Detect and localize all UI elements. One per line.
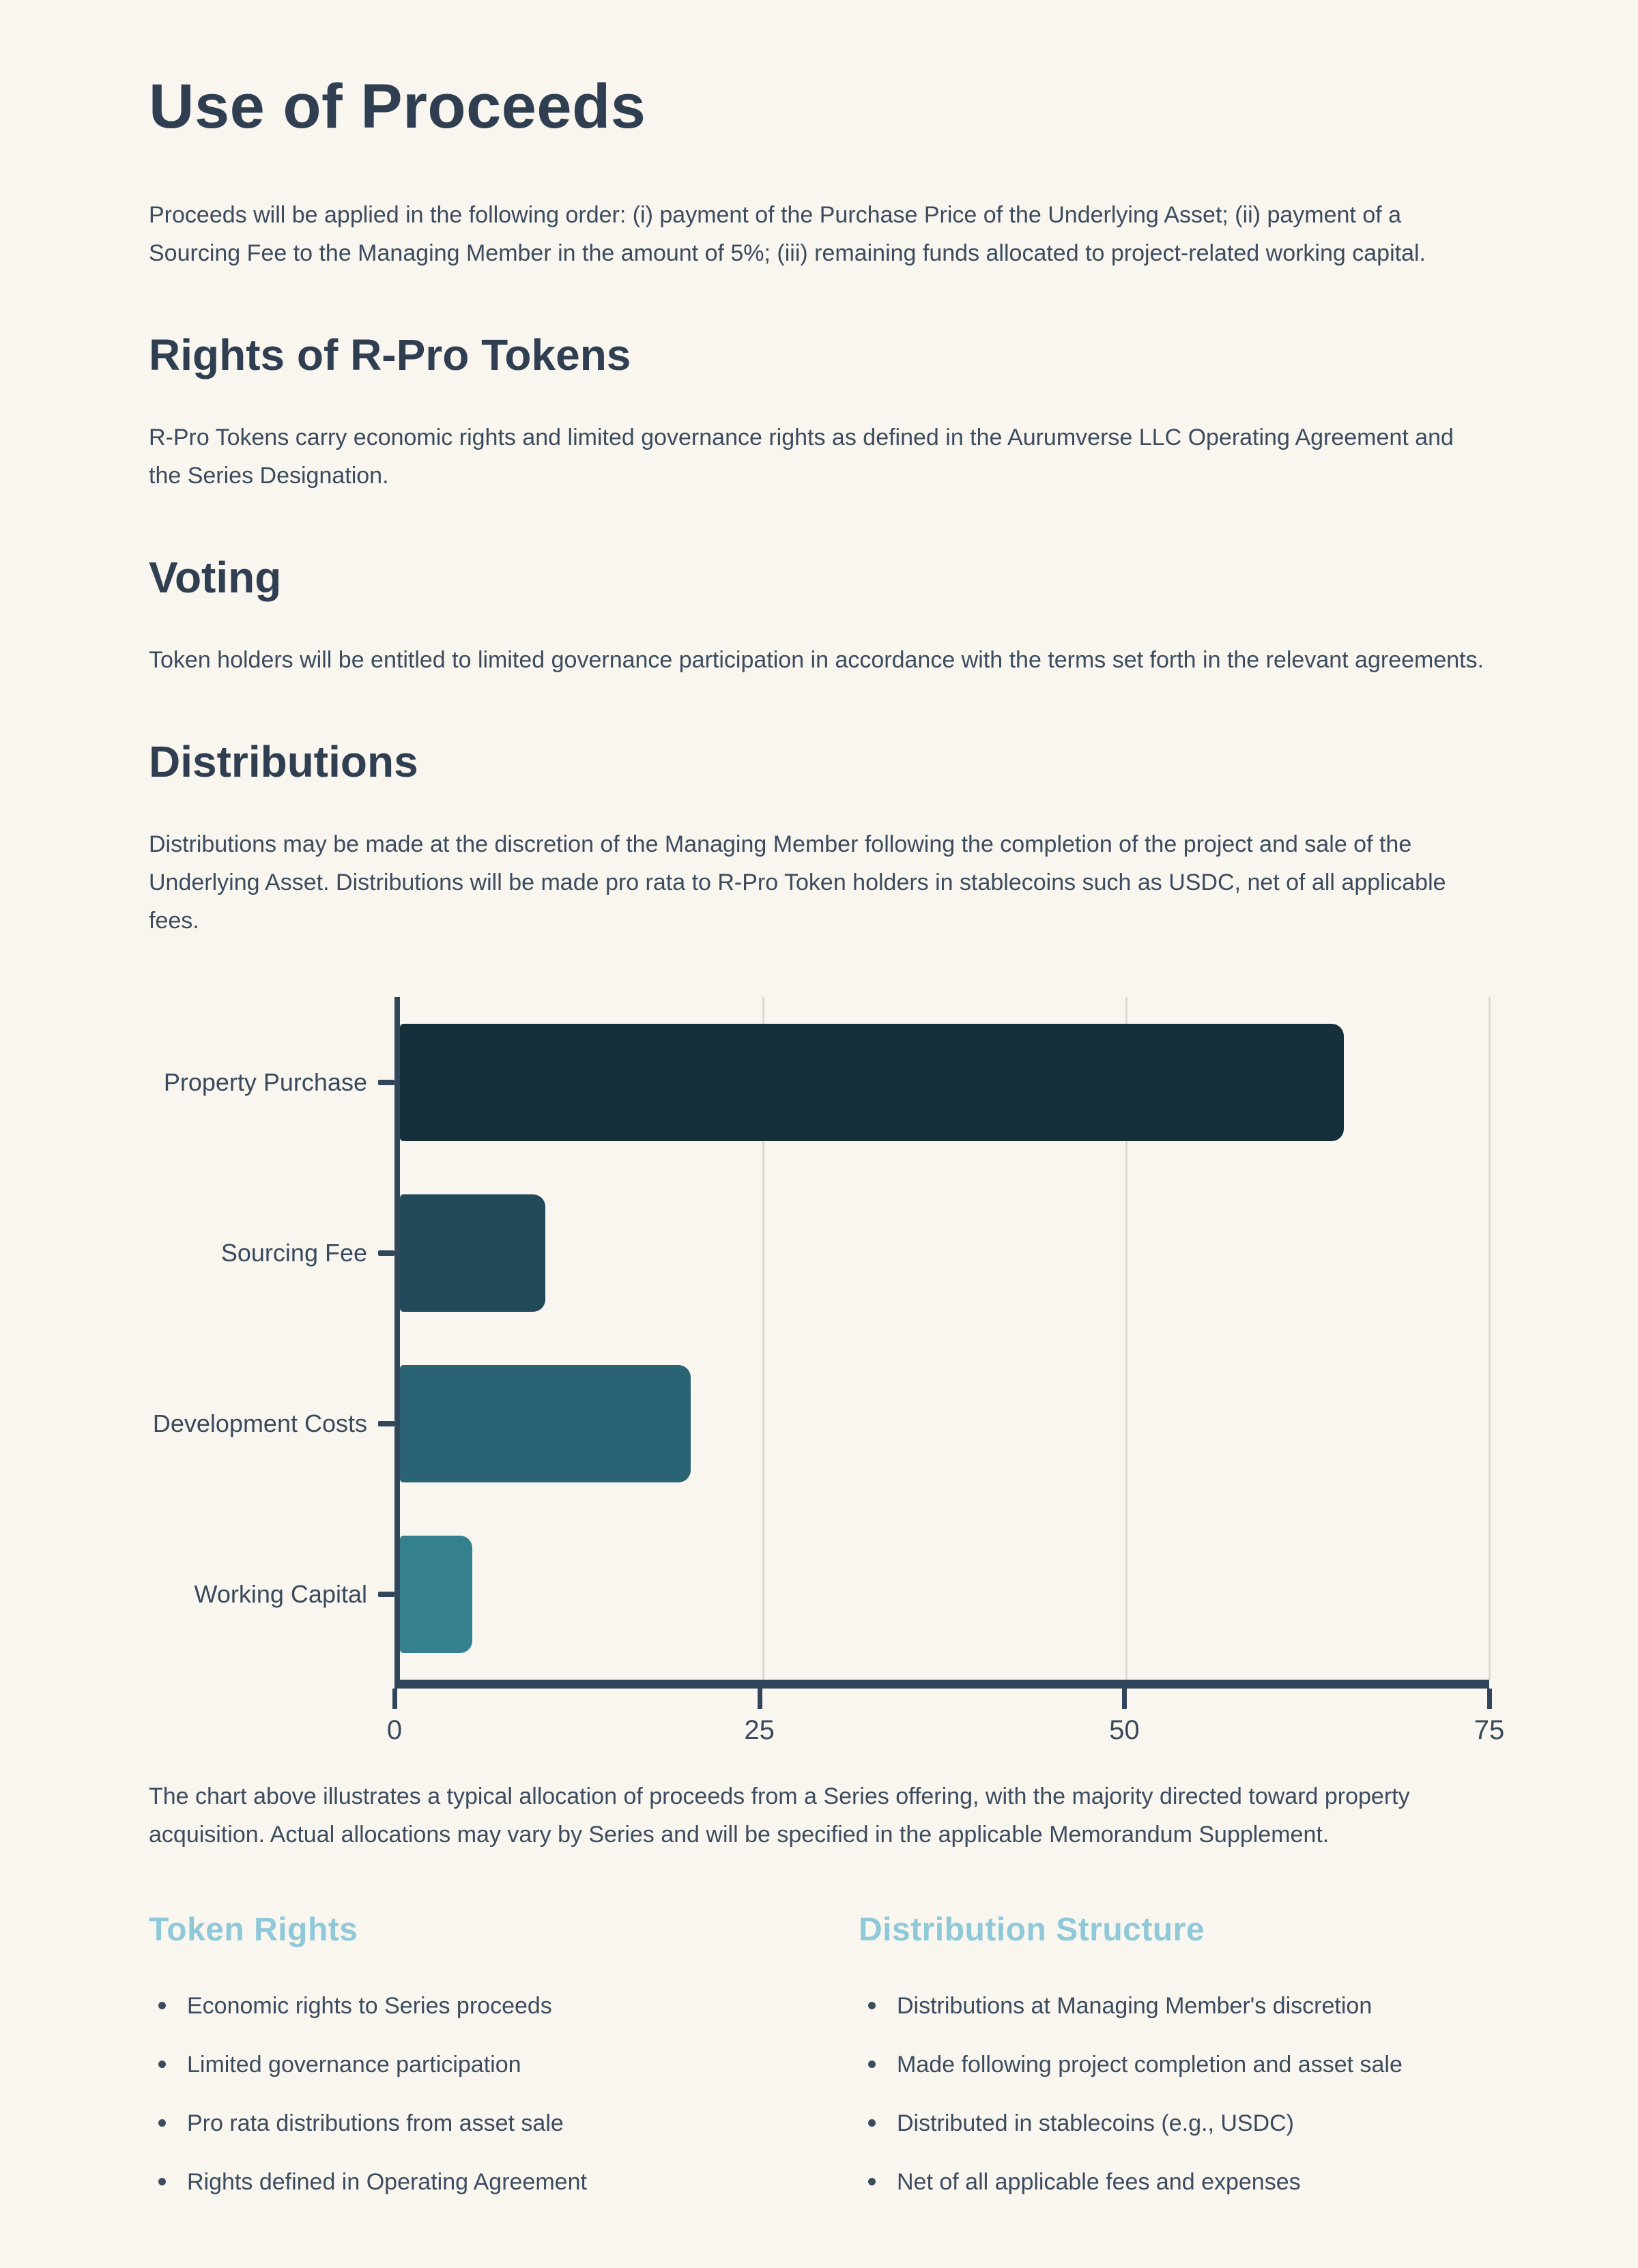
list-item: Made following project completion and as… [859,2051,1489,2078]
x-tick-label: 50 [1109,1715,1140,1745]
chart-row: Property Purchase [149,997,1489,1168]
chart-rows: Property Purchase Sourcing Fee Development… [149,997,1489,1680]
chart-row: Development Costs [149,1338,1489,1509]
intro-paragraph: Proceeds will be applied in the followin… [149,202,1426,266]
y-tick-mark [378,1592,394,1597]
x-axis: 0 25 50 75 [387,1680,1504,1777]
category-label: Development Costs [152,1409,367,1437]
bar-development-costs [400,1365,691,1482]
x-tick-label: 75 [1474,1715,1505,1745]
bar-sourcing-fee [400,1194,545,1312]
bar-track [394,1509,1489,1680]
x-tick-label: 25 [744,1715,775,1745]
y-tick-mark [378,1250,394,1256]
category-label: Sourcing Fee [220,1239,367,1267]
list-item: Limited governance participation [149,2051,859,2078]
chart-note: The chart above illustrates a typical al… [149,1783,1410,1848]
column-token-rights: Token Rights Economic rights to Series p… [149,1911,859,2227]
category-label: Property Purchase [163,1068,367,1096]
list-item: Economic rights to Series proceeds [149,1992,859,2020]
x-tick-mark [1487,1689,1492,1709]
list-item: Net of all applicable fees and expenses [859,2168,1489,2196]
bar-track [394,1168,1489,1338]
section-heading-rights: Rights of R-Pro Tokens [149,330,631,379]
section-heading-voting: Voting [149,553,282,602]
allocation-bar-chart: Property Purchase Sourcing Fee Development… [149,997,1504,1777]
chart-row: Working Capital [149,1509,1489,1680]
list-item: Distributed in stablecoins (e.g., USDC) [859,2110,1489,2137]
bar-track [394,1338,1489,1509]
y-tick-mark [378,1421,394,1426]
section-heading-distributions: Distributions [149,737,418,786]
list-item: Distributions at Managing Member's discr… [859,1992,1489,2020]
x-axis-line [394,1680,1489,1689]
bar-track [394,997,1489,1168]
bar-working-capital [400,1536,473,1653]
category-label: Working Capital [194,1580,367,1608]
x-tick-label: 0 [386,1715,403,1745]
x-tick-mark [757,1689,762,1709]
x-tick-mark [1122,1689,1127,1709]
y-tick-mark [378,1080,394,1085]
list-item: Pro rata distributions from asset sale [149,2110,859,2137]
page-content: Use of Proceeds Proceeds will be applied… [149,71,1504,2227]
two-column-section: Token Rights Economic rights to Series p… [149,1911,1489,2227]
bar-property-purchase [400,1024,1345,1141]
x-tick-mark [392,1689,397,1709]
column-distribution-structure: Distribution Structure Distributions at … [859,1911,1489,2227]
page-title: Use of Proceeds [149,72,646,141]
section-body-distributions: Distributions may be made at the discret… [149,831,1446,934]
section-body-rights: R-Pro Tokens carry economic rights and l… [149,425,1454,489]
list-item: Rights defined in Operating Agreement [149,2168,859,2196]
column-heading-token-rights: Token Rights [149,1912,358,1948]
token-rights-list: Economic rights to Series proceeds Limite… [149,1992,859,2196]
chart-row: Sourcing Fee [149,1168,1489,1338]
distribution-structure-list: Distributions at Managing Member's discr… [859,1992,1489,2196]
section-body-voting: Token holders will be entitled to limite… [149,647,1484,673]
column-heading-distribution-structure: Distribution Structure [859,1912,1205,1948]
